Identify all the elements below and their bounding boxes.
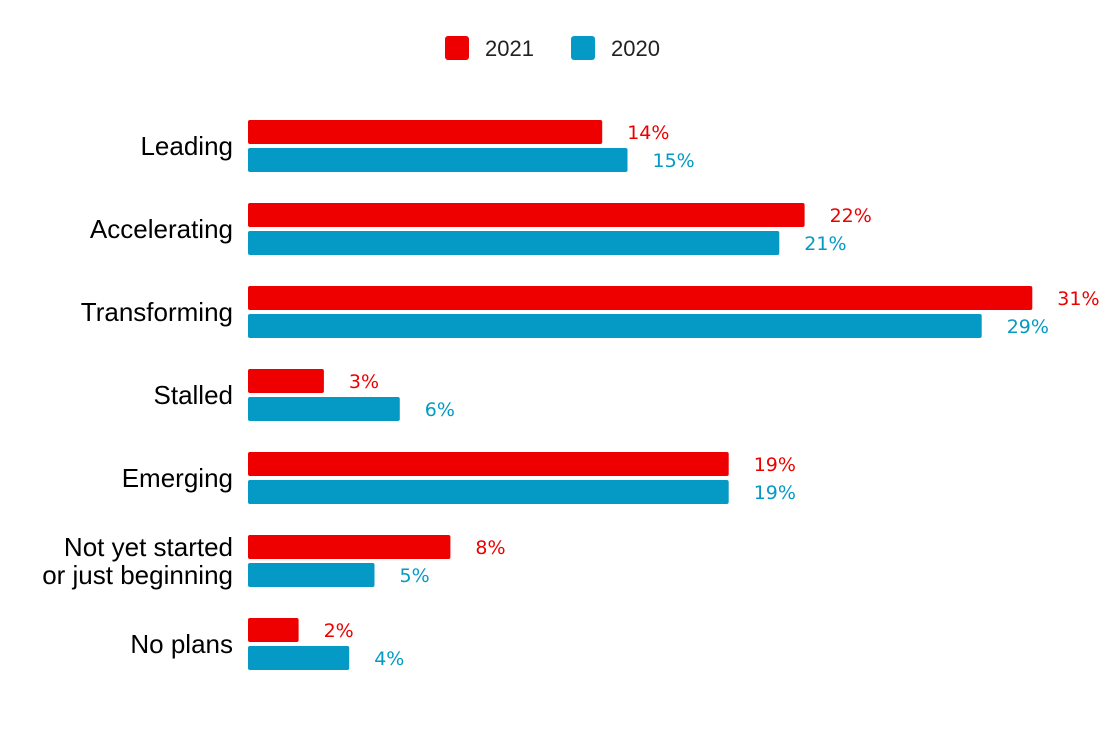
bar-2020-transforming — [248, 314, 982, 338]
bars — [248, 120, 1033, 670]
category-label-no-plans: No plans — [130, 629, 233, 659]
data-labels: 14% 15% 22% 21% 31% 29% 3% 6% 19% 19% 8% 5% 2% 4% — [324, 122, 1100, 670]
data-label-2021-leading: 14% — [627, 122, 669, 144]
data-label-2020-stalled: 6% — [425, 399, 455, 421]
data-label-2020-leading: 15% — [653, 150, 695, 172]
category-label-stalled: Stalled — [154, 380, 234, 410]
bar-2021-emerging — [248, 452, 729, 476]
bar-2021-leading — [248, 120, 603, 144]
bar-2020-not-yet-started — [248, 563, 375, 587]
category-label-emerging: Emerging — [122, 463, 233, 493]
data-label-2020-not-yet-started: 5% — [400, 565, 430, 587]
legend-label-2021: 2021 — [485, 36, 534, 61]
data-label-2021-no-plans: 2% — [324, 620, 354, 642]
data-label-2021-emerging: 19% — [754, 454, 796, 476]
category-label-transforming: Transforming — [81, 297, 233, 327]
data-label-2021-transforming: 31% — [1057, 288, 1099, 310]
legend-swatch-2021 — [445, 36, 469, 60]
data-label-2021-accelerating: 22% — [830, 205, 872, 227]
bar-2021-transforming — [248, 286, 1033, 310]
bar-2021-not-yet-started — [248, 535, 451, 559]
data-label-2020-emerging: 19% — [754, 482, 796, 504]
bar-2020-emerging — [248, 480, 729, 504]
category-label-accelerating: Accelerating — [90, 214, 233, 244]
data-label-2020-transforming: 29% — [1007, 316, 1049, 338]
bar-2020-leading — [248, 148, 628, 172]
category-label-leading: Leading — [140, 131, 233, 161]
legend-swatch-2020 — [571, 36, 595, 60]
bar-2020-accelerating — [248, 231, 780, 255]
bar-2021-stalled — [248, 369, 324, 393]
bar-2021-no-plans — [248, 618, 299, 642]
legend-label-2020: 2020 — [611, 36, 660, 61]
legend: 2021 2020 — [445, 36, 660, 61]
category-label-not-yet-started: Not yet started or just beginning — [42, 532, 233, 590]
data-label-2021-stalled: 3% — [349, 371, 379, 393]
bar-2021-accelerating — [248, 203, 805, 227]
bar-2020-no-plans — [248, 646, 350, 670]
bar-2020-stalled — [248, 397, 400, 421]
data-label-2021-not-yet-started: 8% — [475, 537, 505, 559]
data-label-2020-no-plans: 4% — [374, 648, 404, 670]
category-labels: Leading Accelerating Transforming Stalled Em… — [42, 131, 233, 659]
data-label-2020-accelerating: 21% — [804, 233, 846, 255]
